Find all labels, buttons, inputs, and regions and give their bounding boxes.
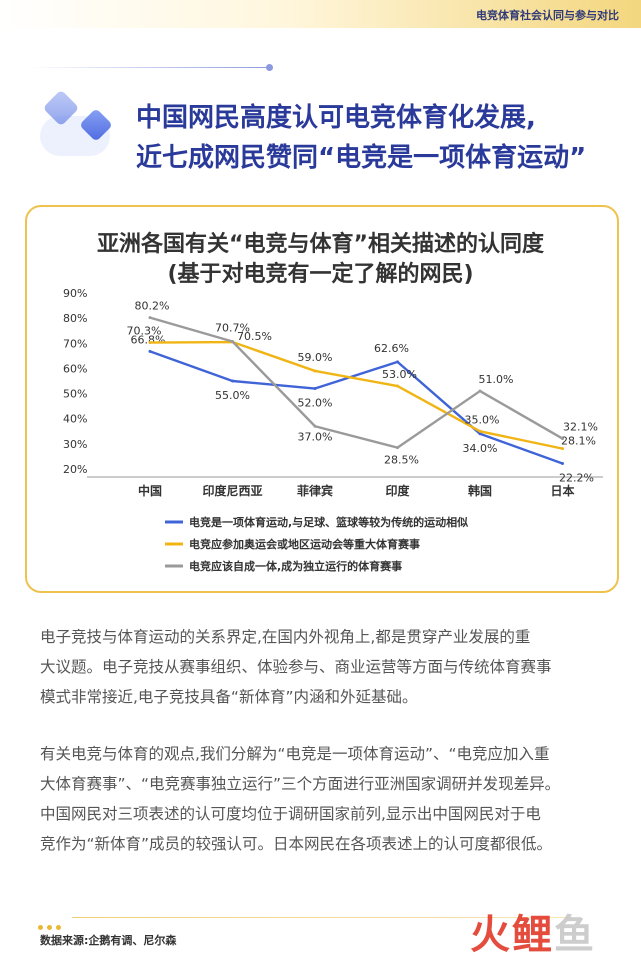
y-tick-label: 40% [63, 413, 87, 426]
x-tick-label: 印度尼西亚 [202, 483, 262, 498]
data-point [313, 387, 317, 391]
legend-label: 电竞是一项体育运动,与足球、篮球等较为传统的运动相似 [189, 515, 468, 529]
x-tick-label: 印度 [385, 483, 410, 498]
data-label: 28.5% [384, 454, 419, 467]
data-label: 70.5% [237, 330, 272, 343]
paragraph-line: 模式非常接近,电子竞技具备“新体育”内涵和外延基础。 [40, 688, 418, 706]
paragraph-line: 电子竞技与体育运动的关系界定,在国内外视角上,都是贯穿产业发展的重 [40, 628, 531, 646]
data-point [478, 389, 482, 393]
data-label: 55.0% [215, 389, 250, 402]
chart-subtitle: (基于对电竞有一定了解的网民) [167, 262, 474, 287]
watermark-text: 火鲤 [470, 912, 554, 958]
legend-label: 电竞应该自成一体,成为独立运行的体育赛事 [189, 559, 402, 573]
data-label: 70.7% [215, 322, 250, 335]
page-headline: 中国网民高度认可电竞体育化发展, 近七成网民赞同“电竞是一项体育运动” [136, 98, 626, 178]
data-point [231, 340, 234, 344]
decorative-line [30, 67, 270, 68]
data-point [478, 432, 482, 436]
series-line [149, 340, 563, 450]
data-point [561, 437, 564, 441]
data-point [561, 447, 564, 451]
data-point [148, 341, 152, 345]
chart-card [25, 205, 619, 593]
data-point [148, 349, 152, 353]
footer-divider [72, 917, 572, 918]
headline-line-2: 近七成网民赞同“电竞是一项体育运动” [136, 143, 587, 173]
data-label: 37.0% [298, 430, 333, 443]
data-point [313, 369, 317, 373]
y-tick-label: 30% [63, 438, 87, 451]
data-label: 28.1% [561, 435, 596, 448]
y-tick-label: 90% [63, 287, 87, 300]
paragraph-line: 竞作为“新体育”成员的较强认可。日本网民在各项表述上的认可度都很低。 [40, 835, 553, 853]
data-point [396, 446, 399, 450]
decorative-dot [266, 64, 273, 71]
section-title: 电竞体育社会认同与参与对比 [476, 9, 619, 22]
data-label: 59.0% [298, 351, 333, 364]
data-point [148, 316, 152, 320]
watermark-logo: 火鲤鱼 [470, 902, 596, 960]
data-point [396, 384, 399, 388]
series-line [149, 350, 563, 465]
data-label: 32.1% [563, 421, 598, 434]
data-point [396, 360, 399, 364]
data-label: 35.0% [465, 413, 500, 426]
series-line [149, 316, 564, 449]
data-label: 53.0% [382, 368, 417, 381]
data-source: 数据来源:企鹅有调、尼尔森 [40, 934, 177, 947]
data-label: 52.0% [298, 397, 333, 410]
x-tick-label: 菲律宾 [297, 483, 333, 498]
data-label: 80.2% [135, 300, 170, 313]
x-tick-label: 韩国 [468, 483, 492, 498]
x-tick-label: 中国 [138, 483, 162, 498]
chart-title: 亚洲各国有关“电竞与体育”相关描述的认同度 [97, 232, 544, 257]
header-bar: 电竞体育社会认同与参与对比 [0, 0, 641, 28]
x-tick-label: 日本 [550, 483, 574, 498]
body-paragraph-1: 电子竞技与体育运动的关系界定,在国内外视角上,都是贯穿产业发展的重 大议题。电子… [40, 622, 610, 712]
line-chart: 90% 80% 70% 60% 50% 40% 30% 20% 中国 印度尼西亚 菲律宾 印度 韩国 日本… [63, 287, 603, 573]
data-label: 70.3% [127, 325, 162, 338]
y-tick-label: 50% [63, 388, 87, 401]
paragraph-line: 有关电竞与体育的观点,我们分解为“电竞是一项体育运动”、“电竞应加入重 [40, 745, 550, 763]
data-point [478, 429, 482, 433]
data-label: 34.0% [463, 442, 498, 455]
data-point [231, 379, 234, 383]
body-paragraph-2: 有关电竞与体育的观点,我们分解为“电竞是一项体育运动”、“电竞应加入重 大体育赛… [40, 739, 610, 859]
y-tick-label: 70% [63, 337, 87, 350]
paragraph-line: 大体育赛事”、“电竞赛事独立运行”三个方面进行亚洲国家调研并发现差异。 [40, 775, 561, 793]
headline-line-1: 中国网民高度认可电竞体育化发展, [136, 103, 536, 133]
data-label: 62.6% [374, 342, 409, 355]
y-tick-label: 80% [63, 312, 87, 325]
watermark-accent: 鱼 [554, 912, 596, 958]
paragraph-line: 中国网民对三项表述的认可度均位于调研国家前列,显示出中国网民对于电 [40, 805, 541, 823]
footer-dots [38, 915, 65, 934]
y-tick-label: 60% [63, 362, 87, 375]
data-point [561, 461, 564, 465]
legend-label: 电竞应参加奥运会或地区运动会等重大体育赛事 [189, 537, 420, 551]
data-point [313, 424, 317, 428]
data-label: 22.2% [559, 471, 594, 484]
y-tick-label: 20% [63, 463, 87, 476]
data-label: 51.0% [479, 373, 514, 386]
paragraph-line: 大议题。电子竞技从赛事组织、体验参与、商业运营等方面与传统体育赛事 [40, 658, 552, 676]
